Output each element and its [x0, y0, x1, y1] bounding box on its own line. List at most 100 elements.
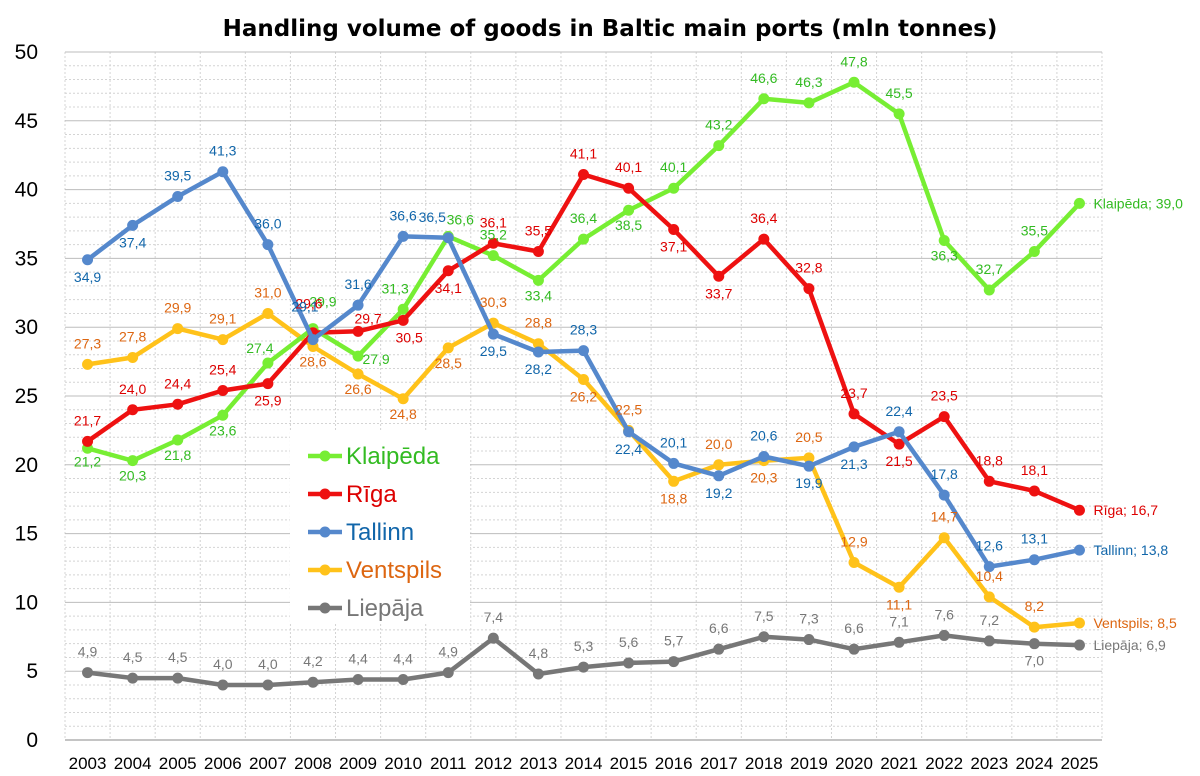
- data-label: 35,2: [480, 227, 507, 243]
- data-point: [803, 460, 815, 472]
- legend-label: Liepāja: [346, 595, 424, 622]
- data-label: 27,4: [246, 340, 273, 356]
- data-point: [397, 303, 409, 315]
- x-tick-label: 2003: [69, 754, 107, 773]
- data-label: 21,7: [74, 412, 101, 428]
- data-label: 36,3: [931, 248, 958, 264]
- x-tick-label: 2008: [294, 754, 332, 773]
- data-label: 29,5: [480, 343, 507, 359]
- data-label: 31,6: [344, 276, 371, 292]
- data-point: [623, 204, 635, 216]
- legend-swatch-marker: [319, 488, 331, 500]
- data-point: [1028, 621, 1040, 633]
- data-point: [262, 378, 274, 390]
- data-label: 45,5: [885, 85, 912, 101]
- data-point: [983, 635, 995, 647]
- data-label: 41,1: [570, 145, 597, 161]
- data-point: [983, 561, 995, 573]
- data-label: 5,6: [619, 634, 639, 650]
- data-point: [938, 235, 950, 247]
- data-label: 4,4: [348, 650, 368, 666]
- x-tick-label: 2009: [339, 754, 377, 773]
- x-tick-label: 2017: [700, 754, 738, 773]
- x-tick-label: 2012: [474, 754, 512, 773]
- data-label: 32,7: [976, 261, 1003, 277]
- data-point: [803, 283, 815, 295]
- data-point: [127, 455, 139, 467]
- data-point: [668, 224, 680, 236]
- data-point: [532, 338, 544, 350]
- data-label: 36,5: [419, 209, 446, 225]
- data-point: [172, 672, 184, 684]
- y-tick-label: 40: [15, 179, 38, 202]
- y-tick-label: 0: [26, 729, 38, 752]
- data-label: 28,5: [435, 355, 462, 371]
- data-point: [623, 426, 635, 438]
- data-point: [1028, 485, 1040, 497]
- x-tick-label: 2010: [384, 754, 422, 773]
- y-tick-label: 25: [15, 385, 38, 408]
- data-point: [983, 591, 995, 603]
- data-label: 26,2: [570, 388, 597, 404]
- data-label: 4,4: [393, 650, 413, 666]
- data-label: 23,7: [840, 385, 867, 401]
- data-point: [127, 404, 139, 416]
- data-point: [713, 270, 725, 282]
- data-label: 29,6: [295, 296, 322, 312]
- data-point: [803, 97, 815, 109]
- data-label: 47,8: [840, 53, 867, 69]
- data-label: 18,8: [660, 490, 687, 506]
- data-point: [442, 232, 454, 244]
- data-label: 23,6: [209, 422, 236, 438]
- data-point: [442, 667, 454, 679]
- data-label: 4,9: [439, 644, 459, 660]
- data-point: [893, 438, 905, 450]
- data-label: 28,6: [299, 353, 326, 369]
- data-label: 28,8: [525, 315, 552, 331]
- data-label: 18,8: [976, 452, 1003, 468]
- data-point: [668, 457, 680, 469]
- series-end-label: Rīga; 16,7: [1093, 502, 1158, 518]
- data-label: 13,1: [1021, 531, 1048, 547]
- data-label: 12,9: [840, 533, 867, 549]
- data-label: 26,6: [344, 381, 371, 397]
- legend-swatch-marker: [319, 602, 331, 614]
- data-label: 27,8: [119, 328, 146, 344]
- data-point: [1073, 197, 1085, 209]
- x-tick-label: 2022: [925, 754, 963, 773]
- data-point: [803, 452, 815, 464]
- data-label: 22,4: [615, 441, 642, 457]
- data-label: 36,4: [570, 210, 597, 226]
- data-point: [758, 93, 770, 105]
- data-point: [848, 76, 860, 88]
- data-point: [487, 250, 499, 262]
- data-point: [668, 475, 680, 487]
- data-label: 35,5: [525, 223, 552, 239]
- data-point: [352, 368, 364, 380]
- data-label: 20,1: [660, 434, 687, 450]
- data-label: 7,2: [980, 612, 1000, 628]
- data-label: 32,8: [795, 260, 822, 276]
- data-point: [352, 350, 364, 362]
- data-label: 37,1: [660, 239, 687, 255]
- y-tick-label: 35: [15, 247, 38, 270]
- data-label: 7,4: [484, 609, 504, 625]
- series-end-label: Tallinn; 13,8: [1093, 542, 1168, 558]
- x-tick-label: 2004: [114, 754, 152, 773]
- data-point: [893, 426, 905, 438]
- data-label: 5,7: [664, 633, 684, 649]
- data-point: [893, 108, 905, 120]
- data-label: 30,5: [396, 329, 423, 345]
- data-label: 21,3: [840, 456, 867, 472]
- data-label: 24,4: [164, 375, 191, 391]
- data-label: 20,3: [119, 468, 146, 484]
- data-label: 36,6: [447, 211, 474, 227]
- data-point: [82, 254, 94, 266]
- data-point: [217, 384, 229, 396]
- data-label: 5,3: [574, 638, 594, 654]
- chart-title: Handling volume of goods in Baltic main …: [223, 16, 998, 42]
- data-label: 4,8: [529, 645, 549, 661]
- series-end-label: Liepāja; 6,9: [1093, 637, 1166, 653]
- data-label: 25,4: [209, 361, 236, 377]
- x-tick-label: 2024: [1015, 754, 1053, 773]
